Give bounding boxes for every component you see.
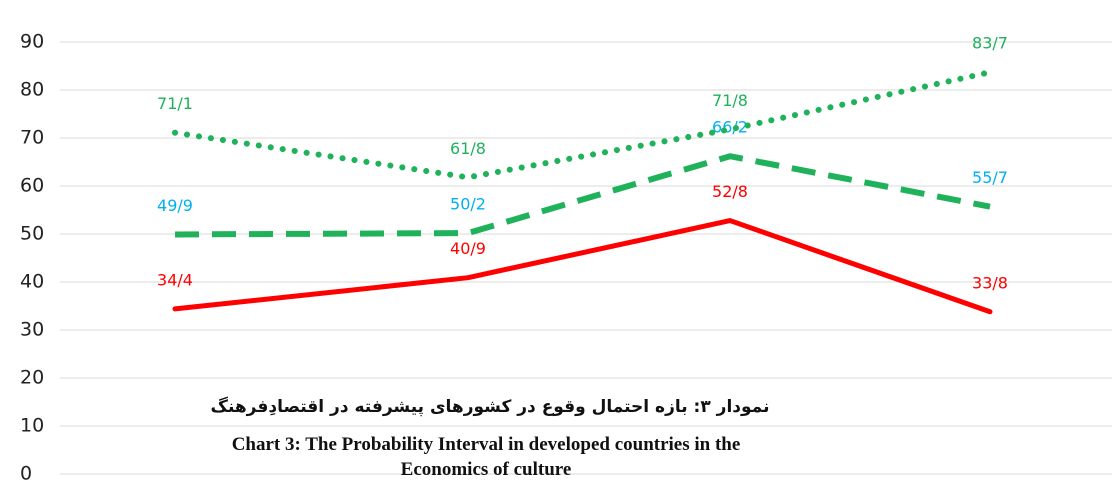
y-tick-label: 0 (20, 463, 32, 483)
data-label: 71/1 (157, 94, 193, 113)
y-tick-label: 90 (20, 31, 44, 53)
y-tick-label: 80 (20, 79, 44, 101)
data-label: 34/4 (157, 270, 193, 289)
series-line (175, 72, 990, 177)
y-tick-label: 20 (20, 367, 44, 389)
data-label: 52/8 (712, 182, 748, 201)
data-label: 33/8 (972, 273, 1008, 292)
chart-title: نمودار ۳: بازه احتمال وقوع در کشورهای پی… (211, 396, 770, 417)
series-line (175, 156, 990, 234)
data-label: 71/8 (712, 91, 748, 110)
data-label: 66/2 (712, 118, 748, 137)
y-tick-label: 30 (20, 319, 44, 341)
y-tick-label: 10 (20, 415, 44, 437)
y-tick-label: 40 (20, 271, 44, 293)
data-label: 55/7 (972, 168, 1008, 187)
data-label: 83/7 (972, 34, 1008, 53)
chart: نمودار ۳: بازه احتمال وقوع در کشورهای پی… (0, 0, 1112, 483)
data-label: 61/8 (450, 139, 486, 158)
data-label: 50/2 (450, 195, 486, 214)
y-tick-label: 50 (20, 223, 44, 245)
data-label: 49/9 (157, 196, 193, 215)
data-label: 40/9 (450, 239, 486, 258)
chart-subtitle: Chart 3: The Probability Interval in dev… (232, 434, 741, 455)
y-tick-label: 60 (20, 175, 44, 197)
y-tick-label: 70 (20, 127, 44, 149)
chart-subtitle: Economics of culture (401, 459, 572, 480)
